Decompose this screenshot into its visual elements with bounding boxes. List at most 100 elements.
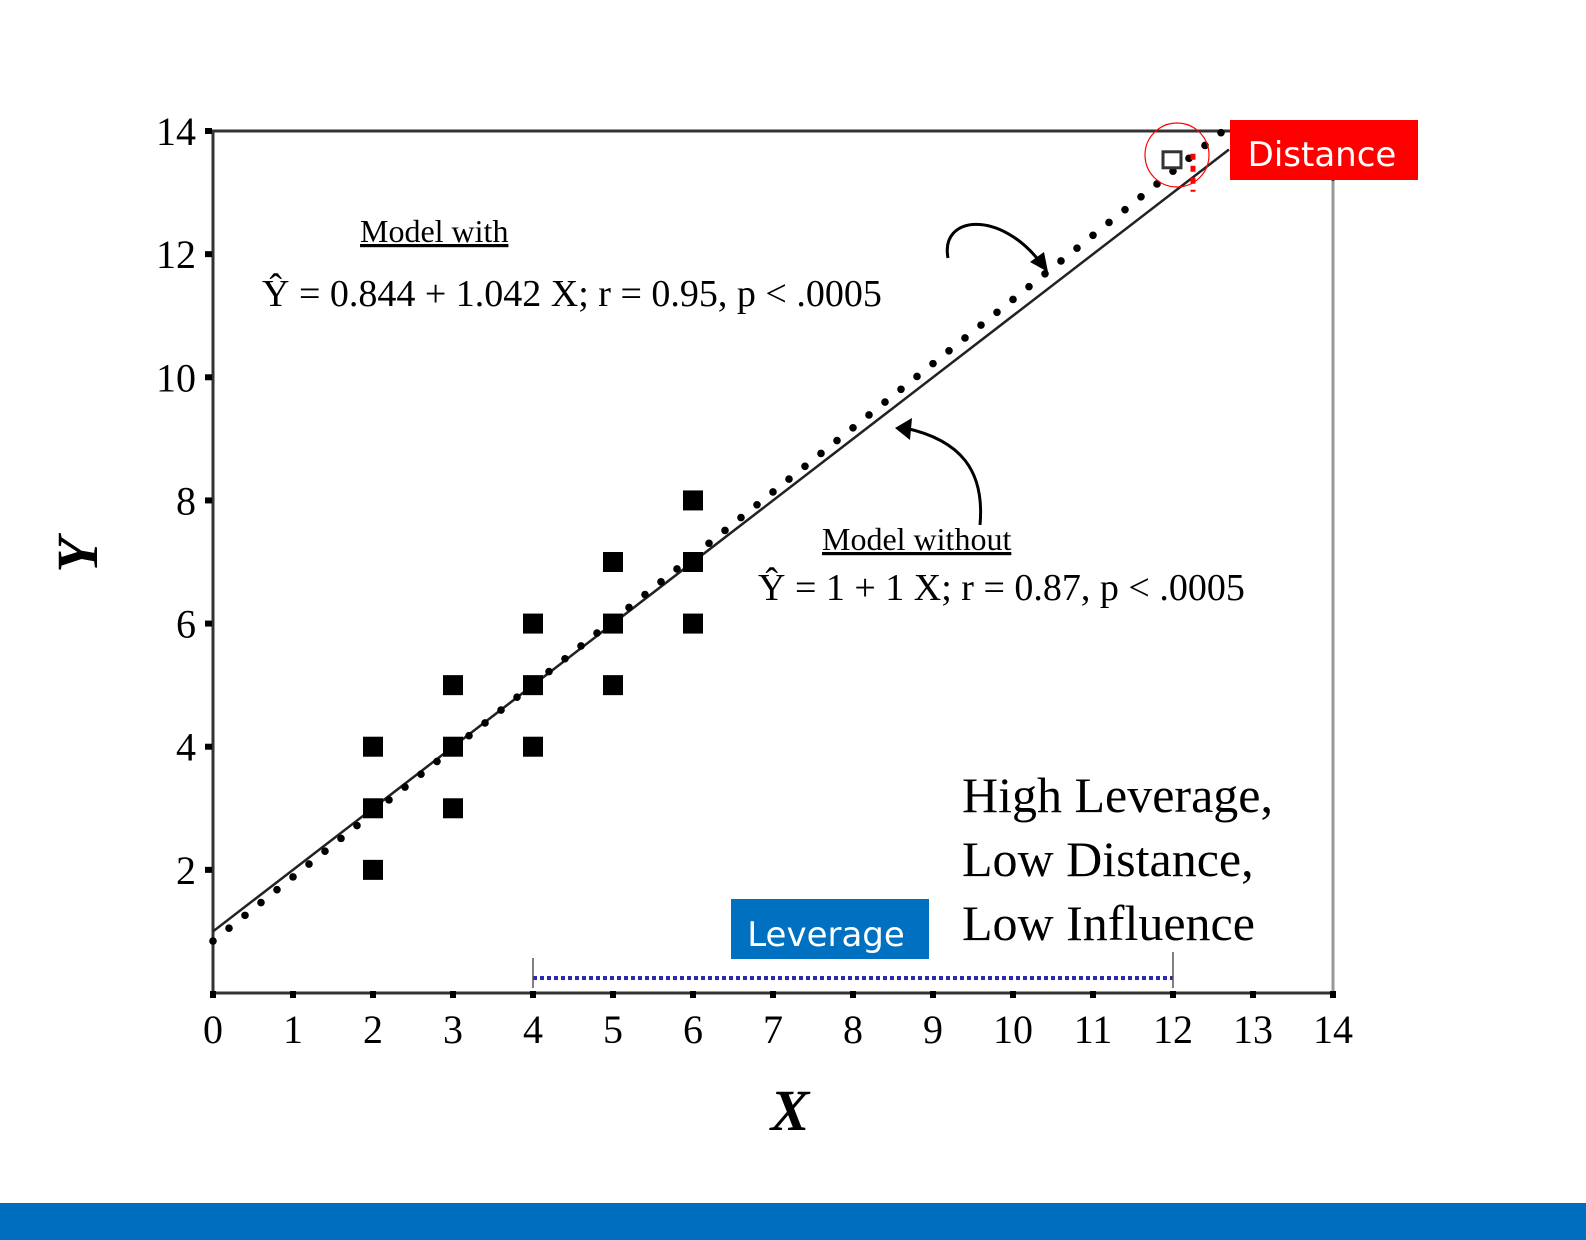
summary-line-3: Low Influence bbox=[962, 895, 1255, 951]
model-with-dot bbox=[785, 475, 793, 483]
x-tick bbox=[930, 991, 936, 998]
model-with-dot bbox=[241, 911, 249, 920]
data-point bbox=[523, 675, 543, 696]
x-tick-label: 14 bbox=[1313, 1007, 1353, 1052]
summary-line-1: High Leverage, bbox=[962, 767, 1273, 823]
x-tick bbox=[530, 991, 536, 998]
model-with-dot bbox=[833, 436, 841, 445]
x-tick-label: 12 bbox=[1153, 1007, 1193, 1052]
model-with-dot bbox=[977, 321, 985, 329]
model-with-dot bbox=[673, 565, 681, 573]
data-point bbox=[443, 675, 463, 696]
x-tick-label: 1 bbox=[283, 1007, 303, 1052]
x-tick-label: 5 bbox=[603, 1007, 623, 1052]
model-with-dot bbox=[865, 411, 873, 419]
model-with-dot bbox=[993, 308, 1001, 317]
x-tick bbox=[1250, 991, 1256, 998]
model-with-dot bbox=[465, 731, 473, 740]
model-with-equation: Ŷ = 0.844 + 1.042 X; r = 0.95, p < .0005 bbox=[262, 273, 882, 315]
arrow-to-model-without bbox=[904, 426, 983, 526]
model-with-dot bbox=[961, 334, 969, 342]
data-points bbox=[363, 150, 1196, 880]
leverage-range-line bbox=[532, 952, 1174, 988]
x-tick bbox=[690, 991, 696, 998]
x-tick bbox=[370, 991, 376, 998]
leverage-badge bbox=[731, 899, 929, 959]
x-tick bbox=[610, 991, 616, 998]
model-with-dot bbox=[1089, 231, 1097, 240]
leverage-label: Leverage bbox=[747, 915, 905, 955]
x-tick-label: 11 bbox=[1074, 1007, 1113, 1052]
y-tick-label: 12 bbox=[156, 232, 196, 277]
model-with-dot bbox=[417, 770, 425, 779]
x-tick bbox=[210, 991, 216, 998]
arrow-to-model-with bbox=[945, 222, 1042, 263]
outlier-highlight-circle bbox=[1144, 122, 1210, 188]
data-point bbox=[523, 613, 543, 634]
arrowhead-icon bbox=[895, 418, 912, 440]
data-point bbox=[683, 613, 703, 634]
y-tick-label: 4 bbox=[176, 725, 196, 770]
x-tick bbox=[1090, 991, 1096, 998]
x-tick bbox=[290, 991, 296, 998]
x-tick bbox=[850, 991, 856, 998]
x-tick-label: 10 bbox=[993, 1007, 1033, 1052]
model-with-dot bbox=[897, 385, 905, 394]
y-tick-label: 14 bbox=[156, 109, 196, 154]
model-with-dot bbox=[257, 898, 265, 907]
model-with-dot bbox=[545, 667, 553, 676]
x-tick bbox=[770, 991, 776, 998]
model-with-label: Model with bbox=[360, 213, 508, 249]
model-with-dot bbox=[1009, 295, 1017, 304]
summary-line-2: Low Distance, bbox=[962, 831, 1254, 887]
model-without-equation: Ŷ = 1 + 1 X; r = 0.87, p < .0005 bbox=[758, 567, 1245, 609]
distance-label: Distance bbox=[1248, 135, 1397, 175]
data-point bbox=[363, 859, 383, 880]
y-tick bbox=[205, 743, 212, 750]
data-point bbox=[363, 798, 383, 819]
x-tick-label: 6 bbox=[683, 1007, 703, 1052]
x-tick bbox=[1170, 991, 1176, 998]
model-with-dot bbox=[817, 449, 825, 458]
arrowhead-icon bbox=[1030, 252, 1048, 272]
y-axis-label: Y bbox=[45, 533, 110, 573]
data-point bbox=[363, 736, 383, 757]
data-point bbox=[523, 736, 543, 757]
model-with-dot bbox=[497, 706, 505, 714]
model-with-dot bbox=[945, 346, 953, 355]
model-with-dot bbox=[1025, 282, 1033, 291]
y-tick-label: 2 bbox=[176, 848, 196, 893]
model-with-dot bbox=[881, 398, 889, 406]
model-with-dot bbox=[273, 885, 281, 894]
y-tick-label: 10 bbox=[156, 355, 196, 400]
data-point bbox=[603, 613, 623, 634]
model-with-dot bbox=[401, 783, 409, 791]
x-tick bbox=[1010, 991, 1016, 998]
model-with-dot bbox=[577, 642, 585, 650]
y-tick bbox=[205, 497, 212, 504]
model-with-dot bbox=[593, 629, 601, 637]
y-tick bbox=[205, 128, 212, 134]
model-with-dot bbox=[657, 577, 665, 586]
x-tick-label: 9 bbox=[923, 1007, 943, 1052]
data-point bbox=[443, 736, 463, 757]
model-with-dot bbox=[225, 924, 233, 933]
model-with-dot bbox=[561, 654, 569, 663]
outlier-point bbox=[1161, 150, 1183, 170]
model-with-dot bbox=[433, 757, 441, 766]
bottom-banner bbox=[0, 1203, 1586, 1240]
model-with-dot bbox=[737, 513, 745, 522]
model-with-dot bbox=[513, 693, 521, 702]
data-point bbox=[683, 490, 703, 511]
model-with-dot bbox=[1057, 257, 1065, 265]
model-with-dot bbox=[721, 526, 729, 535]
data-point bbox=[603, 675, 623, 696]
model-with-dot bbox=[481, 719, 489, 727]
model-with-dot bbox=[337, 834, 345, 843]
model-with-dot bbox=[849, 423, 857, 432]
model-with-dot bbox=[1041, 269, 1049, 278]
data-point bbox=[603, 552, 623, 572]
model-with-dot bbox=[289, 873, 297, 881]
